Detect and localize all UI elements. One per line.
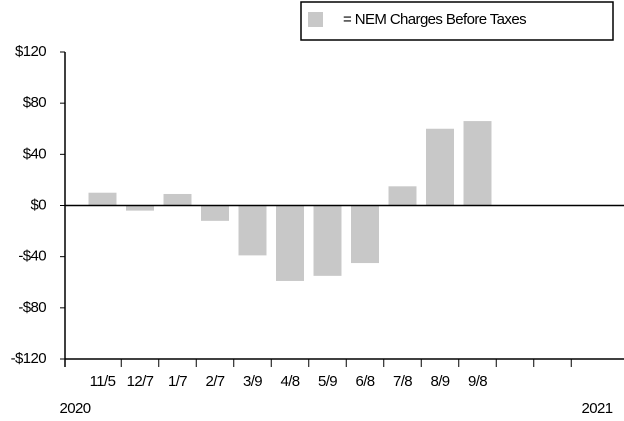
y-tick-label: $120 [15,43,46,60]
bar [238,205,267,256]
bar [426,128,454,206]
bar [201,205,229,221]
year-label: 2020 [60,400,91,417]
bar [463,121,492,206]
bar [313,205,342,276]
legend-box [300,1,614,41]
y-tick-label: $80 [23,94,46,111]
x-tick-label: 6/8 [355,373,374,390]
bar [163,193,192,206]
x-tick-label: 3/9 [243,373,262,390]
bar [351,205,379,264]
bar [126,205,154,211]
bar [388,186,417,206]
y-tick-label: $0 [31,196,47,213]
year-label: 2021 [582,400,613,417]
x-tick-label: 2/7 [205,373,224,390]
x-tick-label: 12/7 [127,373,154,390]
y-tick-label: -$120 [11,350,47,367]
x-tick-label: 5/9 [318,373,337,390]
y-tick-label: -$80 [18,299,46,316]
x-tick-label: 1/7 [168,373,187,390]
y-tick-label: $40 [23,145,46,162]
legend-label: = NEM Charges Before Taxes [343,11,526,28]
legend-swatch [308,12,323,27]
x-tick-label: 9/8 [468,373,487,390]
bar [88,192,117,206]
bar [276,205,304,281]
x-tick-label: 4/8 [280,373,299,390]
x-tick-label: 8/9 [430,373,449,390]
y-tick-label: -$40 [18,248,46,265]
x-tick-label: 7/8 [393,373,412,390]
x-tick-label: 11/5 [90,373,116,390]
